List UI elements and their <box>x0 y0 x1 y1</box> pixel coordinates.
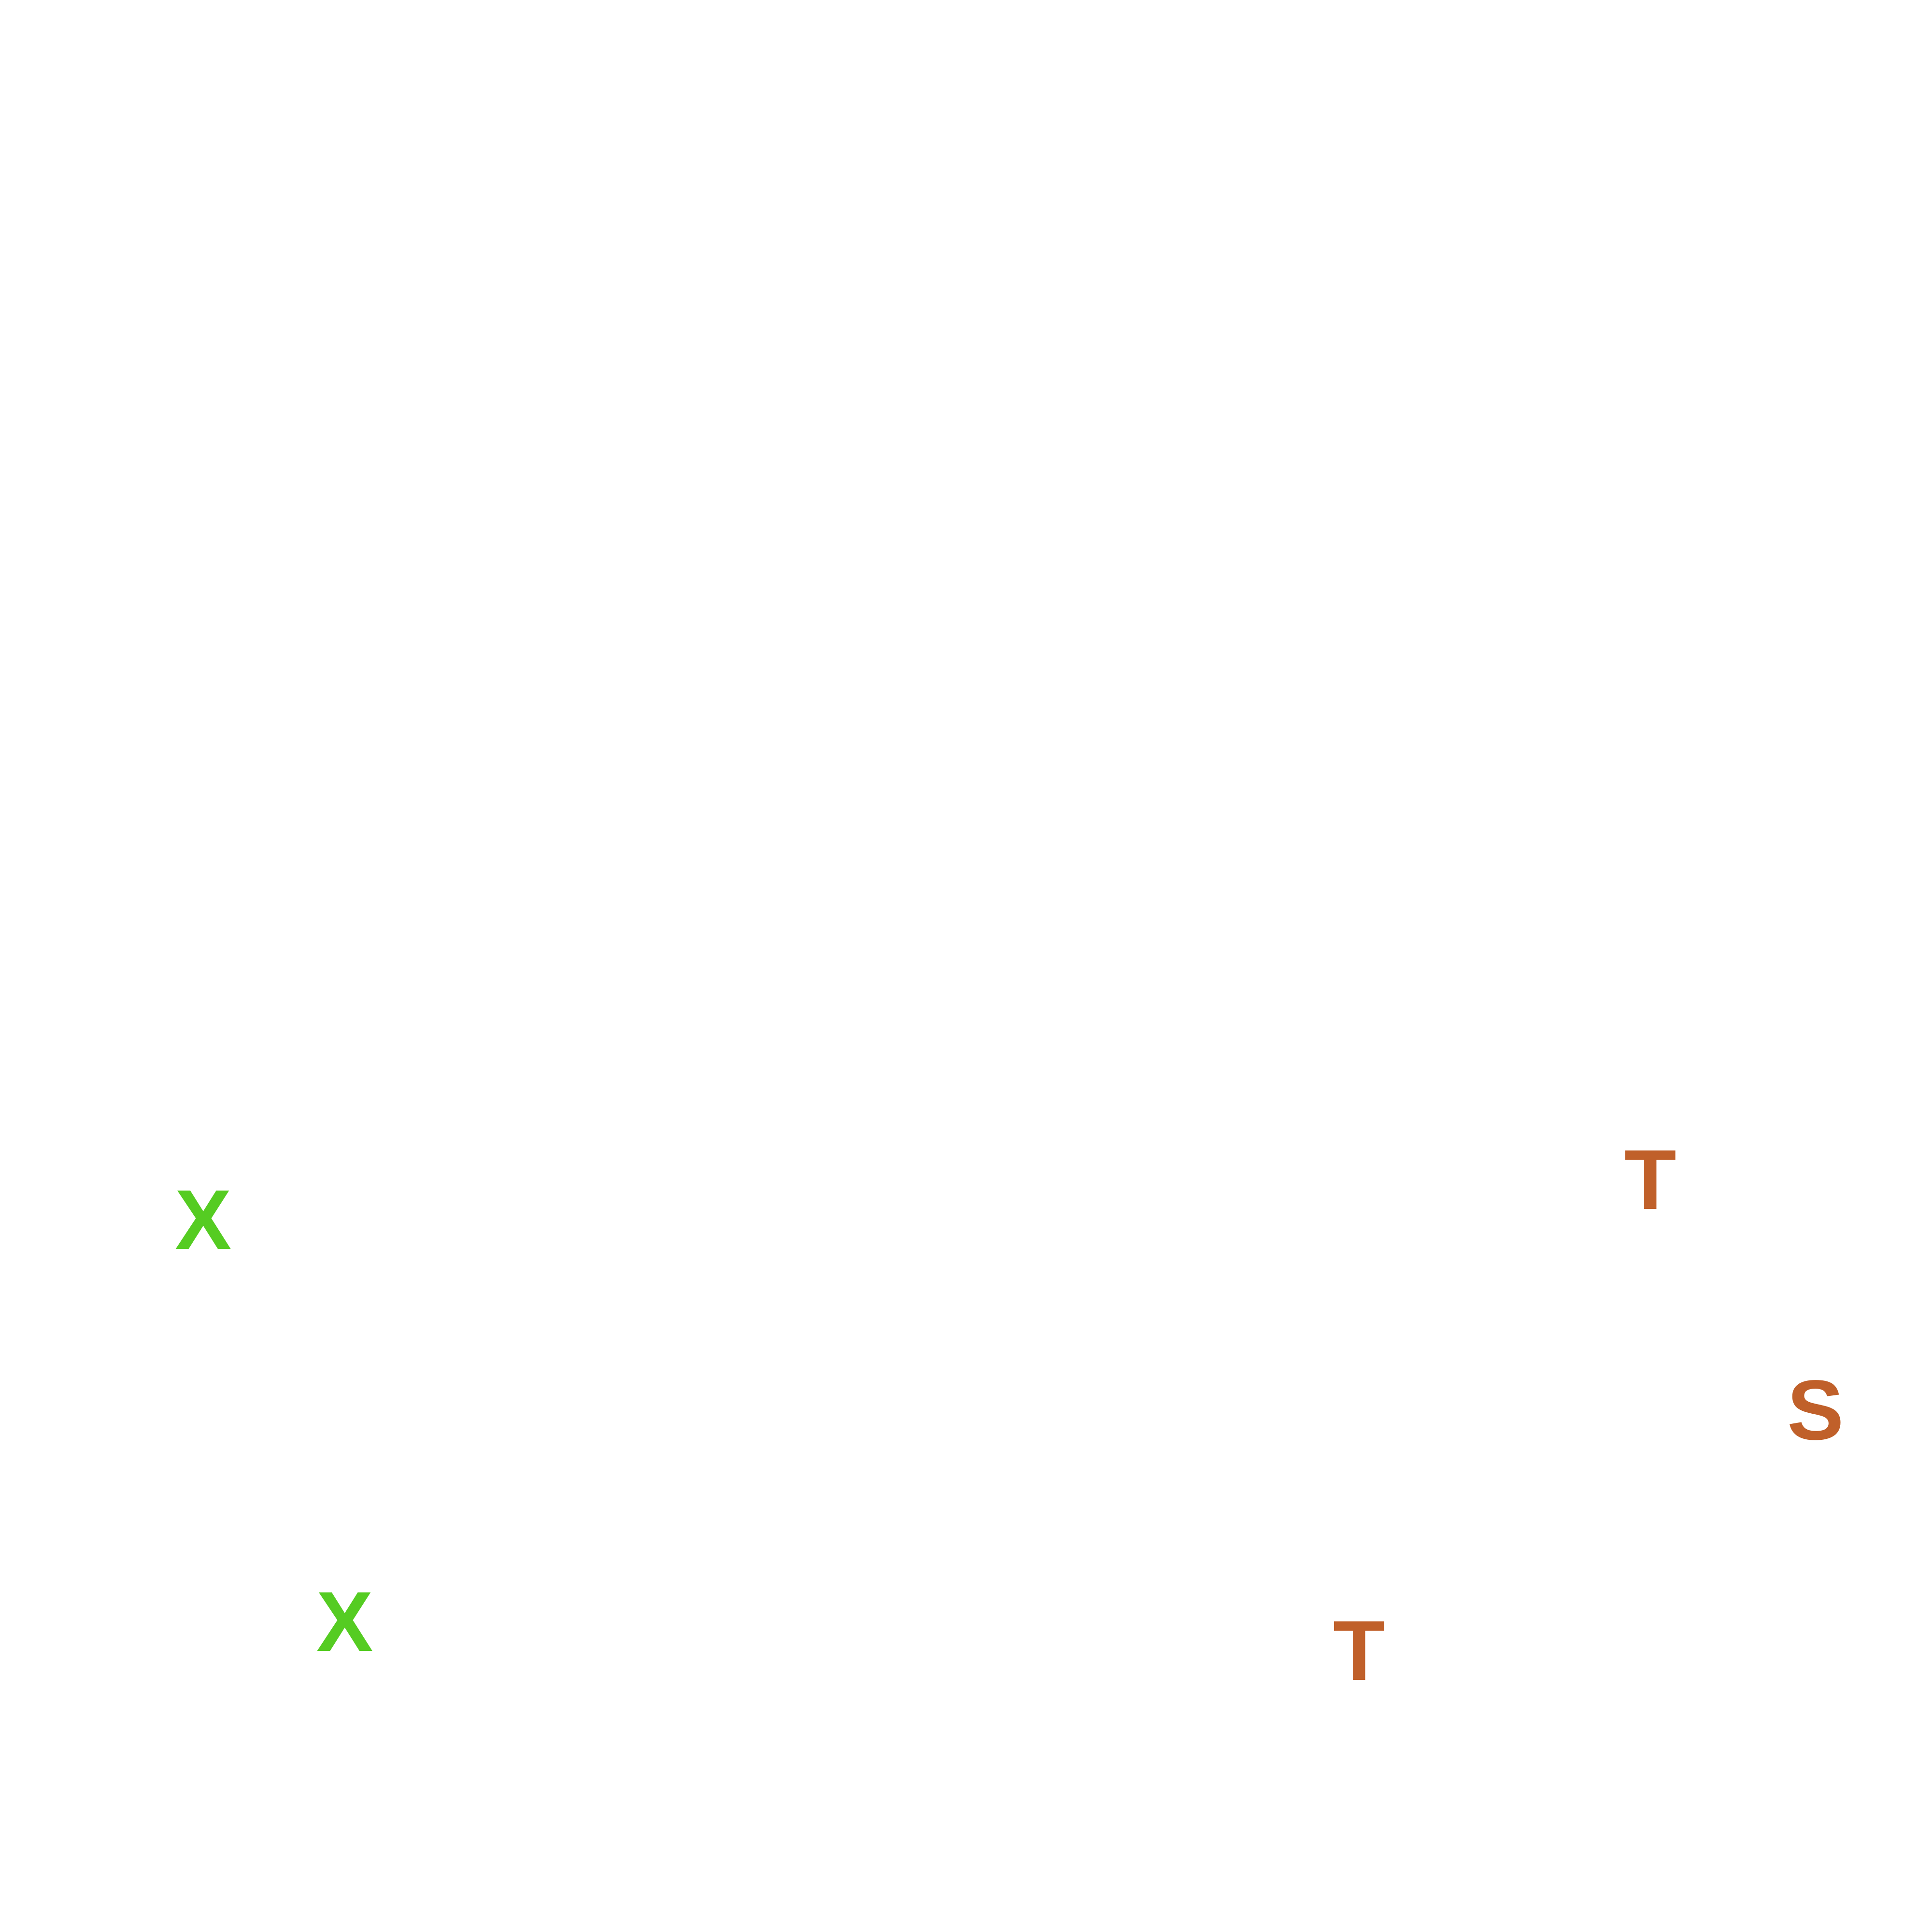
letter-t-upper: T <box>1624 1137 1676 1222</box>
letter-t-lower: T <box>1333 1608 1385 1693</box>
letter-x-upper: X <box>175 1178 231 1263</box>
letter-s: S <box>1787 1368 1844 1453</box>
letter-x-lower: X <box>316 1579 373 1664</box>
